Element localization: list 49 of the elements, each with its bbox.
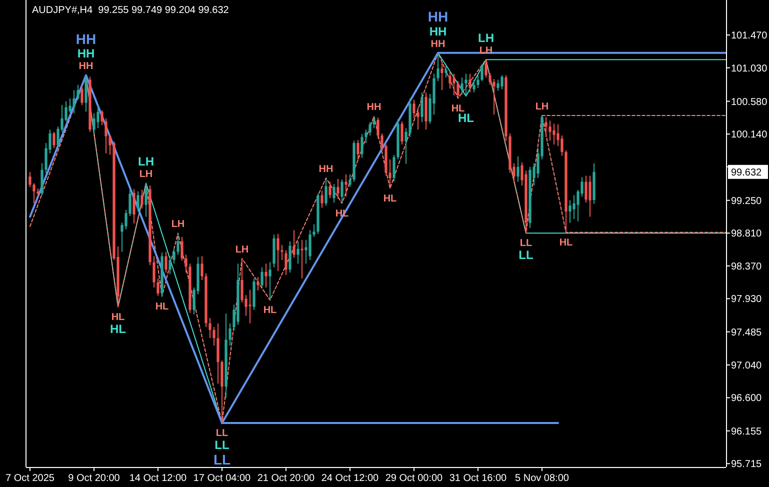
data-label: HH (318, 164, 334, 176)
data-label: HL (155, 301, 169, 312)
y-tick-label: 97.485 (731, 327, 762, 338)
y-tick-label: 100.580 (731, 96, 768, 108)
data-label: LH (478, 30, 494, 45)
data-label: HH (430, 38, 446, 50)
x-tick-label: 14 Oct 12:00 (129, 473, 188, 484)
x-tick-label: 7 Oct 2025 (6, 473, 55, 484)
data-label: HH (366, 102, 382, 114)
annotation: 99.632 (731, 167, 762, 178)
y-tick-label: 100.140 (731, 130, 768, 141)
data-label: LL (518, 248, 534, 262)
data-label: HL (383, 193, 397, 204)
data-label: HL (111, 312, 125, 323)
data-label: HH (76, 30, 96, 47)
data-label: HL (559, 237, 573, 248)
x-tick-label: 24 Oct 12:00 (321, 473, 380, 484)
data-label: LH (235, 244, 249, 256)
y-tick-label: 97.930 (731, 294, 762, 306)
data-label: HH (429, 24, 447, 38)
data-label: LL (216, 428, 228, 440)
data-label: HL (110, 322, 126, 336)
data-label: LH (535, 101, 549, 112)
x-tick-label: 21 Oct 20:00 (257, 473, 316, 484)
data-label: LH (139, 169, 153, 180)
data-label: HH (78, 61, 94, 72)
y-tick-label: 95.715 (731, 459, 762, 470)
x-tick-label: 31 Oct 16:00 (449, 473, 508, 484)
data-label: LH (138, 154, 154, 169)
y-tick-label: 96.600 (731, 393, 762, 404)
data-label: HL (263, 305, 277, 316)
y-tick-label: 101.030 (731, 63, 768, 74)
data-label: LL (214, 438, 230, 452)
data-label: LL (213, 451, 231, 468)
x-tick-label: 9 Oct 20:00 (68, 473, 120, 484)
x-tick-label: 17 Oct 04:00 (193, 473, 252, 484)
y-tick-label: 101.470 (731, 30, 768, 42)
data-label: HH (77, 46, 95, 61)
y-tick-label: 97.040 (731, 360, 762, 372)
y-tick-label: 96.155 (731, 426, 762, 438)
text: AUDJPY#,H4 99.255 99.749 99.204 99.632 (32, 5, 230, 16)
data-label: HH (428, 8, 448, 24)
data-label: LH (171, 219, 185, 230)
data-label: LL (520, 238, 532, 250)
x-tick-label: 5 Nov 08:00 (515, 473, 570, 484)
y-tick-label: 98.370 (731, 261, 762, 272)
x-tick-label: 29 Oct 00:00 (385, 473, 444, 484)
y-tick-label: 99.250 (731, 196, 762, 207)
y-tick-label: 98.810 (731, 228, 762, 240)
